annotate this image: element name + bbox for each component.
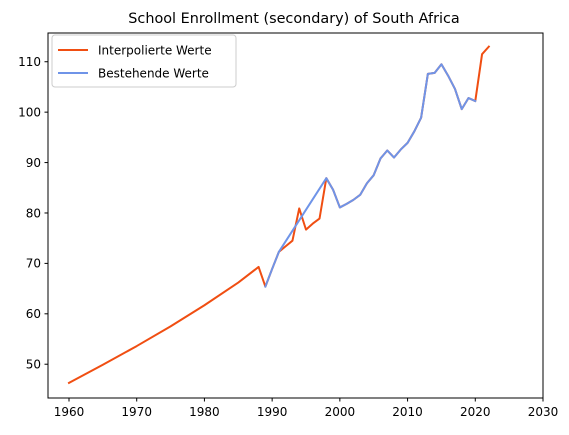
axes-layer: 1960 1970 1980 1990 2000 2010 2020 2030 50 60 70 80… bbox=[18, 32, 559, 419]
y-tick-label: 110 bbox=[18, 55, 41, 69]
legend-label-existing: Bestehende Werte bbox=[98, 67, 209, 81]
x-tick-label: 2000 bbox=[325, 405, 356, 419]
y-tick-label: 50 bbox=[26, 358, 41, 372]
legend-box bbox=[51, 34, 237, 88]
legend: Interpolierte Werte Bestehende Werte bbox=[51, 34, 237, 88]
y-tick-label: 70 bbox=[26, 257, 41, 271]
series-layer bbox=[67, 45, 491, 385]
y-tick-label: 80 bbox=[26, 206, 41, 220]
x-tick-label: 2010 bbox=[392, 405, 423, 419]
x-tick-label: 2030 bbox=[528, 405, 559, 419]
y-tick-label: 100 bbox=[18, 105, 41, 119]
series-line-existing bbox=[264, 63, 477, 288]
x-tick-label: 1960 bbox=[54, 405, 85, 419]
x-tick-label: 2020 bbox=[460, 405, 491, 419]
x-tick-label: 1980 bbox=[189, 405, 220, 419]
y-tick-label: 60 bbox=[26, 307, 41, 321]
chart-title: School Enrollment (secondary) of South A… bbox=[128, 11, 459, 27]
plot-frame bbox=[47, 32, 544, 399]
x-tick-label: 1990 bbox=[257, 405, 288, 419]
x-tick-label: 1970 bbox=[121, 405, 152, 419]
y-tick-label: 90 bbox=[26, 156, 41, 170]
legend-label-interpolated: Interpolierte Werte bbox=[98, 44, 212, 58]
